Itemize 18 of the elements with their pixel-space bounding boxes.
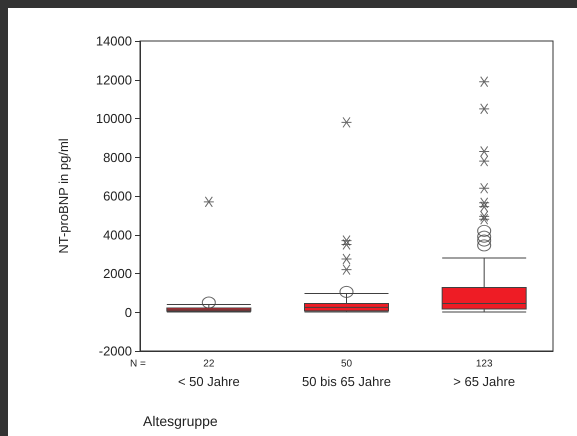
y-tick-label: 4000 — [103, 227, 132, 242]
y-tick-label: 8000 — [103, 150, 132, 165]
y-tick-label: 0 — [124, 304, 132, 320]
text: 50 — [340, 358, 352, 370]
x-tick-label: < 50 Jahre — [178, 374, 240, 389]
y-tick-label: 12000 — [96, 72, 132, 88]
y-tick-label: 10000 — [96, 111, 132, 126]
y-tick-label: 2000 — [103, 266, 132, 281]
text: 123 — [476, 358, 493, 370]
text: 22 — [203, 358, 215, 370]
x-tick-label: 50 bis 65 Jahre — [302, 374, 391, 389]
text: N = — [130, 358, 146, 370]
y-tick-label: 14000 — [96, 34, 132, 48]
y-tick-label: -2000 — [98, 344, 132, 358]
x-tick-label: > 65 Jahre — [453, 374, 516, 389]
y-tick-label: 6000 — [103, 188, 132, 204]
y-axis-title: NT-proBNP in pg/ml — [56, 138, 71, 254]
x-axis-title: Altesgruppe — [143, 413, 218, 429]
